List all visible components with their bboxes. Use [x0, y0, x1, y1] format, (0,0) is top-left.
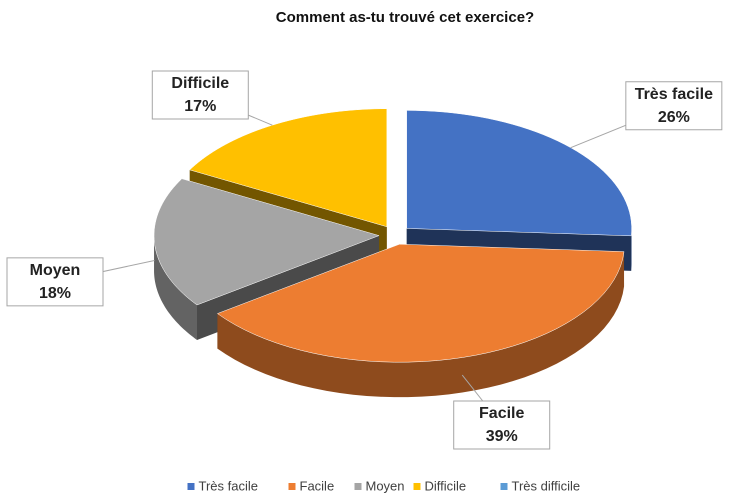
legend-label: Facile [300, 478, 335, 493]
data-label: 17% [184, 98, 216, 115]
legend-swatch [188, 483, 195, 490]
slice [407, 110, 632, 235]
legend-swatch [501, 483, 508, 490]
legend-label: Difficile [425, 478, 467, 493]
data-label-name: Très facile [635, 86, 713, 103]
data-label: 26% [658, 109, 690, 126]
legend-label: Moyen [366, 478, 405, 493]
data-label: 18% [39, 285, 71, 302]
legend-label: Très difficile [512, 478, 581, 493]
legend-label: Très facile [199, 478, 258, 493]
data-label-name: Facile [479, 405, 524, 422]
data-label-name: Difficile [171, 75, 229, 92]
legend-swatch [355, 483, 362, 490]
legend-swatch [414, 483, 421, 490]
legend-swatch [289, 483, 296, 490]
data-label: 39% [486, 428, 518, 445]
data-label-name: Moyen [30, 262, 81, 279]
chart-title: Comment as-tu trouvé cet exercice? [276, 9, 534, 26]
